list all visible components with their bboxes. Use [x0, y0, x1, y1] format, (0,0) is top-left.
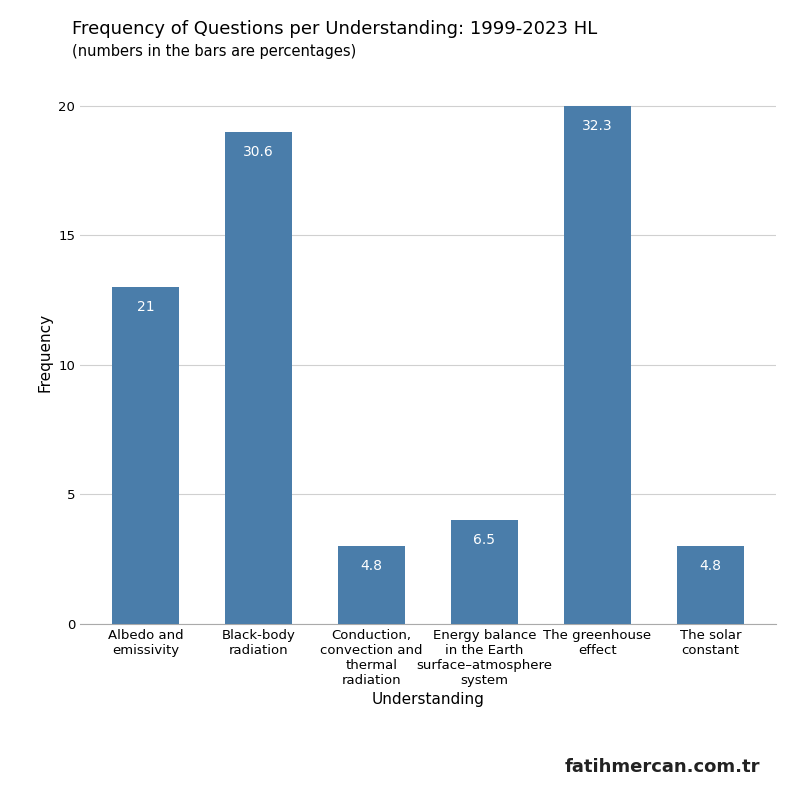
Text: 6.5: 6.5	[474, 534, 495, 547]
Text: 30.6: 30.6	[243, 145, 274, 158]
Text: 4.8: 4.8	[361, 559, 382, 574]
Bar	[677, 546, 744, 624]
Bar	[112, 287, 179, 624]
Y-axis label: Frequency: Frequency	[38, 313, 53, 391]
X-axis label: Understanding: Understanding	[371, 693, 485, 707]
Bar	[450, 520, 518, 624]
Text: (numbers in the bars are percentages): (numbers in the bars are percentages)	[72, 44, 356, 59]
Bar	[225, 132, 293, 624]
Text: 4.8: 4.8	[699, 559, 722, 574]
Text: 32.3: 32.3	[582, 119, 613, 133]
Bar	[563, 106, 631, 624]
Text: Frequency of Questions per Understanding: 1999-2023 HL: Frequency of Questions per Understanding…	[72, 20, 598, 38]
Bar	[338, 546, 406, 624]
Text: fatihmercan.com.tr: fatihmercan.com.tr	[565, 758, 760, 776]
Text: 21: 21	[137, 300, 154, 314]
